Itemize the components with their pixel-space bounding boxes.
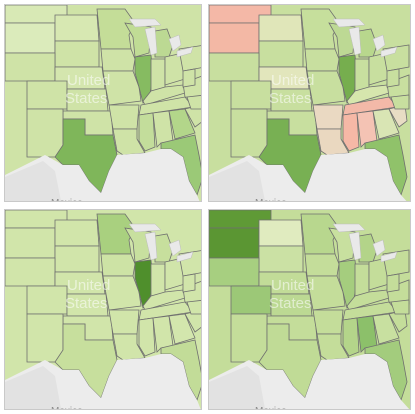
state-nd[interactable] [54,14,100,42]
mexico-label: Mexico [51,198,83,201]
state-wy[interactable] [209,257,260,287]
mexico-land [209,366,265,409]
lake-michigan [144,26,158,56]
state-ar[interactable] [312,104,344,130]
mexico-label: Mexico [51,406,83,409]
state-mo[interactable] [306,70,346,106]
state-in[interactable] [150,58,166,92]
state-co[interactable] [26,285,68,315]
state-mt[interactable] [209,22,260,54]
state-ms[interactable] [138,317,156,357]
state-sd[interactable] [258,40,304,68]
state-co[interactable] [230,80,272,110]
state-ar[interactable] [108,309,140,335]
country-label-line2: States [65,90,108,107]
country-label-line1: United [271,277,314,294]
lake-michigan [144,231,158,261]
state-wv[interactable] [386,68,400,88]
state-nm[interactable] [230,108,268,158]
lake-superior [332,18,366,28]
country-label-line2: States [269,295,312,312]
lake-huron [372,239,386,257]
country-label-line2: States [269,90,312,107]
state-ar[interactable] [312,309,344,335]
state-co[interactable] [26,80,68,110]
mexico-label: Mexico [255,406,287,409]
state-mo[interactable] [102,70,142,106]
state-wv[interactable] [182,68,196,88]
lake-michigan [348,231,362,261]
state-nm[interactable] [26,313,64,363]
state-ia[interactable] [100,253,136,277]
state-nd[interactable] [258,219,304,247]
mexico-land [5,366,61,409]
lake-michigan [348,26,362,56]
state-ia[interactable] [304,48,340,72]
state-ga[interactable] [372,313,400,345]
country-label-line1: United [67,277,110,294]
lake-huron [168,239,182,257]
state-nm[interactable] [230,313,268,363]
state-mt[interactable] [5,22,56,54]
state-ga[interactable] [168,108,196,140]
state-nc[interactable] [186,300,201,315]
mexico-land [5,161,61,201]
state-ia[interactable] [304,253,340,277]
mexico-land [209,161,265,201]
state-sd[interactable] [258,245,304,273]
state-nc[interactable] [186,95,201,110]
country-label-line2: States [65,295,108,312]
state-sd[interactable] [54,245,100,273]
lake-erie [380,251,398,263]
state-ms[interactable] [138,112,156,152]
state-in[interactable] [150,263,166,297]
state-sd[interactable] [54,40,100,68]
state-nd[interactable] [258,14,304,42]
country-label-line1: United [271,72,314,89]
state-ga[interactable] [372,108,400,140]
mexico-label: Mexico [255,198,287,201]
lake-superior [332,223,366,233]
lake-erie [380,46,398,58]
state-ar[interactable] [108,104,140,130]
state-mt[interactable] [5,227,56,259]
lake-huron [168,34,182,52]
lake-superior [128,223,162,233]
state-mt[interactable] [209,227,260,259]
lake-superior [128,18,162,28]
lake-huron [372,34,386,52]
state-in[interactable] [354,58,370,92]
state-ga[interactable] [168,313,196,345]
state-nm[interactable] [26,108,64,158]
state-wy[interactable] [5,257,56,287]
state-mo[interactable] [306,275,346,311]
lake-erie [176,46,194,58]
state-wy[interactable] [209,52,260,82]
state-in[interactable] [354,263,370,297]
state-wy[interactable] [5,52,56,82]
state-wv[interactable] [182,273,196,293]
state-nc[interactable] [390,299,410,315]
state-wv[interactable] [386,273,400,293]
state-ms[interactable] [342,112,360,152]
country-label-line1: United [67,72,110,89]
state-nd[interactable] [54,219,100,247]
state-ms[interactable] [342,317,360,357]
state-co[interactable] [230,285,272,315]
state-ia[interactable] [100,48,136,72]
lake-erie [176,251,194,263]
state-mo[interactable] [102,275,142,311]
state-nc[interactable] [390,94,410,110]
